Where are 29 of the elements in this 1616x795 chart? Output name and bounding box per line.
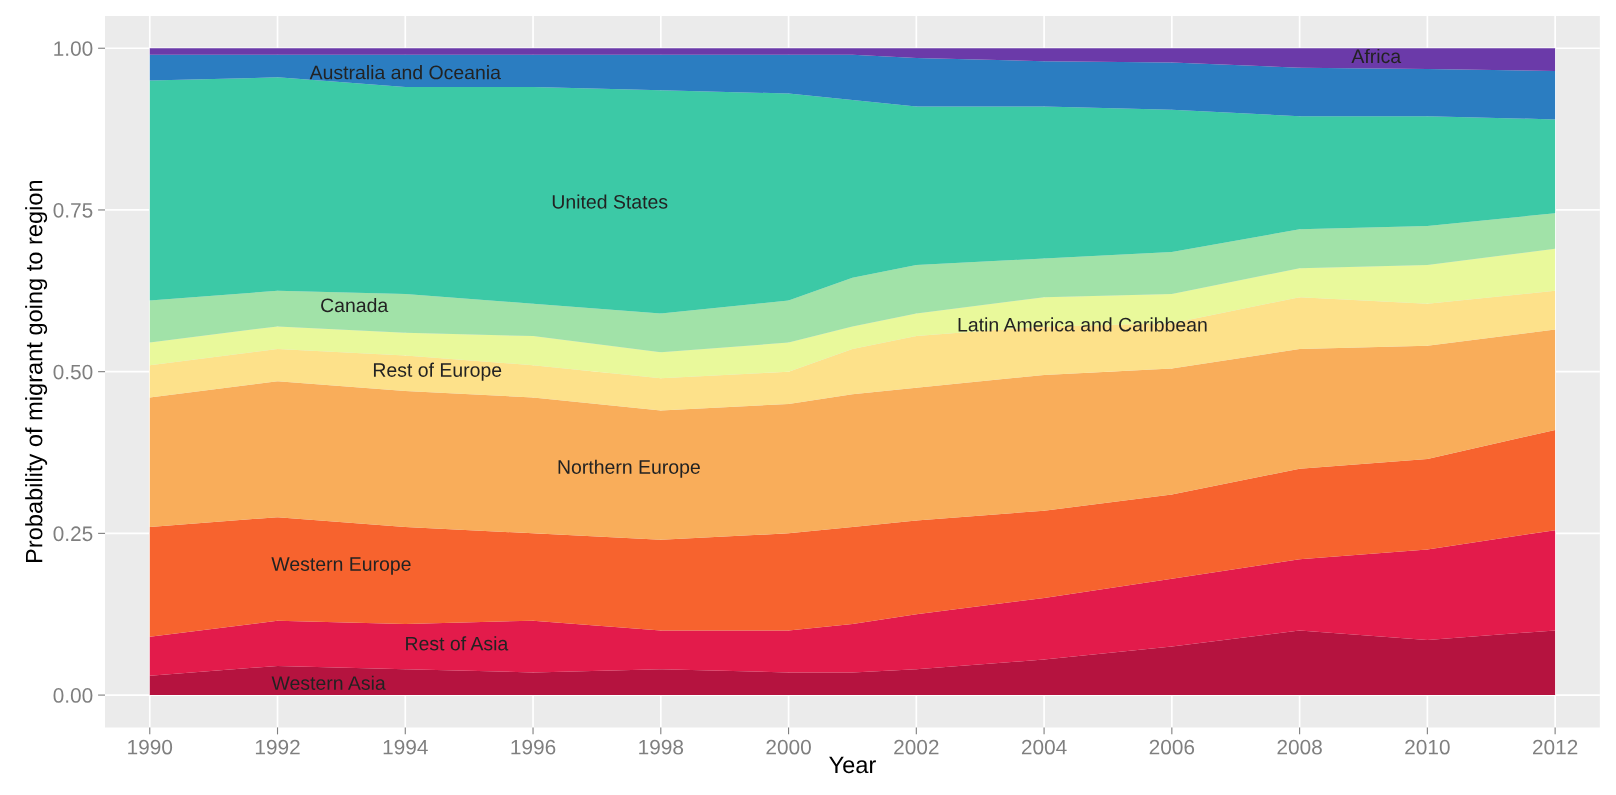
series-label: Western Asia [271,675,386,690]
x-tick-label: 1990 [128,739,173,755]
y-tick-label: 0.25 [53,526,93,542]
x-axis-title: Year [829,756,876,774]
x-tick-label: 2002 [894,739,939,755]
x-tick-label: 1996 [511,739,556,755]
y-tick-label: 0.00 [53,688,93,703]
x-tick-label: 2000 [766,739,811,755]
x-tick-label: 1998 [639,739,684,755]
series-label: Western Europe [271,557,411,575]
y-tick-label: 1.00 [54,41,93,56]
series-label: Canada [321,297,389,313]
series-label: United States [552,194,668,209]
y-tick-label: 0.75 [53,202,93,218]
x-tick-label: 2008 [1277,739,1322,755]
y-tick-label: 0.50 [53,364,93,380]
x-tick-label: 2006 [1149,739,1195,755]
series-label: Latin America and Caribbean [958,317,1207,332]
x-tick-label: 2012 [1533,739,1578,755]
series-label: Australia and Oceania [309,65,501,80]
series-label: Northern Europe [558,459,700,478]
series-label: Rest of Asia [406,636,509,651]
x-tick-label: 1994 [383,739,428,755]
y-axis-title: Probability of migrant going to region [25,180,48,562]
x-tick-label: 2004 [1021,739,1067,755]
x-tick-label: 1992 [255,739,300,755]
series-label: Rest of Europe [373,362,502,381]
series-label: Africa [1351,48,1402,64]
x-tick-label: 2010 [1405,739,1450,755]
